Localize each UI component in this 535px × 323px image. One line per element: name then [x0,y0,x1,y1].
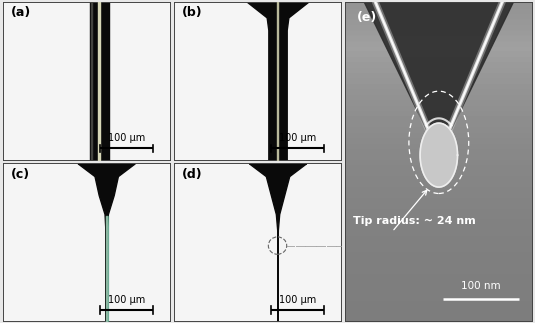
Text: 100 nm: 100 nm [461,281,501,291]
Text: (d): (d) [182,168,203,181]
Text: Tip radius: ~ 24 nm: Tip radius: ~ 24 nm [353,216,476,226]
Text: (e): (e) [356,11,377,24]
Text: 100 μm: 100 μm [108,133,145,143]
Text: 100 μm: 100 μm [108,295,145,305]
Polygon shape [420,123,457,187]
Text: 100 μm: 100 μm [279,133,316,143]
Text: (c): (c) [11,168,30,181]
Polygon shape [364,2,514,155]
Text: 100 μm: 100 μm [279,295,316,305]
Text: (a): (a) [11,6,31,19]
Text: (b): (b) [182,6,203,19]
